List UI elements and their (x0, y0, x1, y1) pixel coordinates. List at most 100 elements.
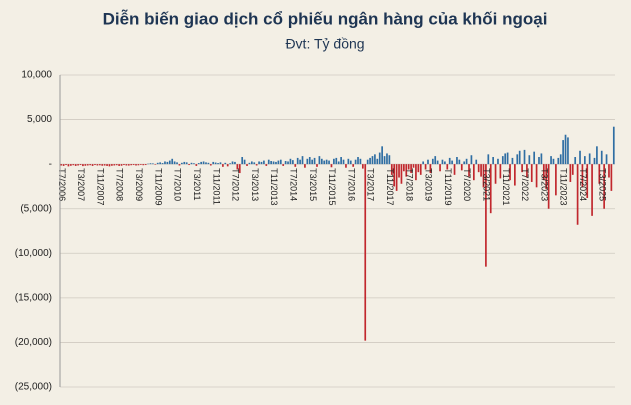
bar (72, 164, 75, 166)
bar (436, 160, 439, 165)
bar (135, 164, 137, 166)
bar (178, 164, 181, 166)
bar (571, 164, 574, 175)
bar (166, 161, 169, 165)
x-tick-label: T3/2021 (482, 168, 492, 201)
bar (144, 164, 147, 166)
x-tick-label: T11/2013 (269, 168, 279, 205)
bar (161, 163, 164, 165)
bar (458, 159, 461, 165)
bar (538, 157, 540, 165)
bar (248, 162, 251, 165)
bar (243, 159, 246, 165)
bar (320, 158, 323, 165)
bar (84, 164, 87, 166)
bar (231, 161, 234, 165)
bar (581, 164, 584, 188)
bar (304, 164, 306, 168)
bar (301, 156, 304, 165)
x-tick-label: T11/2009 (153, 168, 163, 205)
bar (154, 164, 157, 165)
bar (120, 164, 123, 166)
bar (361, 164, 364, 169)
y-tick-label: - (49, 159, 52, 170)
bar (74, 164, 77, 166)
x-tick-label: T3/2019 (424, 168, 434, 201)
bar (431, 158, 434, 165)
bar (364, 164, 367, 341)
bar (316, 164, 318, 167)
bar (485, 164, 487, 267)
bar (62, 164, 65, 166)
bar (424, 164, 427, 170)
bar (282, 164, 285, 166)
bar (340, 157, 342, 165)
bar (359, 158, 362, 165)
bar (530, 164, 533, 182)
bar (371, 156, 374, 165)
bar (588, 153, 591, 165)
bar (482, 164, 485, 188)
bar (472, 164, 475, 181)
bar (603, 164, 605, 209)
bar (306, 158, 309, 165)
bar (448, 157, 451, 165)
bar (323, 160, 326, 165)
bar (410, 164, 412, 174)
bar (468, 164, 470, 177)
bar (369, 157, 371, 165)
bar (417, 164, 420, 173)
bar (501, 156, 504, 165)
bar (241, 157, 244, 165)
bar (202, 161, 205, 165)
x-tick-label: T11/2017 (385, 168, 395, 205)
bar (506, 152, 509, 165)
bar (598, 164, 601, 184)
bar (441, 159, 444, 165)
bar (183, 161, 186, 165)
bar (591, 164, 593, 216)
x-tick-label: T3/2009 (134, 168, 144, 201)
bar (176, 162, 178, 165)
bar (86, 164, 89, 166)
bar (518, 150, 521, 165)
chart-subtitle: Đvt: Tỷ đồng (285, 36, 364, 52)
x-tick-label: T3/2007 (76, 168, 86, 201)
x-tick-label: T11/2021 (501, 168, 511, 205)
bar (415, 164, 417, 181)
bar (497, 158, 499, 165)
bar (272, 161, 275, 165)
bar (188, 164, 190, 166)
bar (419, 164, 422, 175)
bar (463, 161, 466, 165)
bar (65, 164, 67, 166)
bar (562, 140, 564, 165)
bar (388, 155, 391, 165)
x-tick-label: T7/2010 (173, 168, 183, 201)
bar (477, 164, 480, 173)
bar (586, 164, 589, 199)
bar (583, 156, 586, 165)
bar (429, 164, 432, 174)
bar (526, 164, 528, 178)
bar (521, 164, 523, 173)
bar (453, 164, 456, 175)
bar (139, 164, 142, 165)
x-tick-label: T7/2024 (578, 168, 588, 201)
bar (514, 164, 516, 186)
bar (101, 164, 104, 166)
bar (185, 162, 188, 165)
bar (219, 162, 222, 165)
labels: 10,000 5,000 - (5,000) (10,000) (15,000) (20,0… (15, 70, 608, 393)
y-tick-label: (20,000) (15, 337, 52, 348)
bar (222, 164, 224, 167)
bar (318, 156, 321, 165)
bar (352, 164, 355, 167)
bar (386, 153, 388, 165)
bar (509, 164, 511, 181)
bar (205, 162, 207, 165)
bar (106, 164, 108, 166)
bar (381, 146, 383, 165)
bar (91, 164, 94, 166)
bar (287, 161, 289, 165)
